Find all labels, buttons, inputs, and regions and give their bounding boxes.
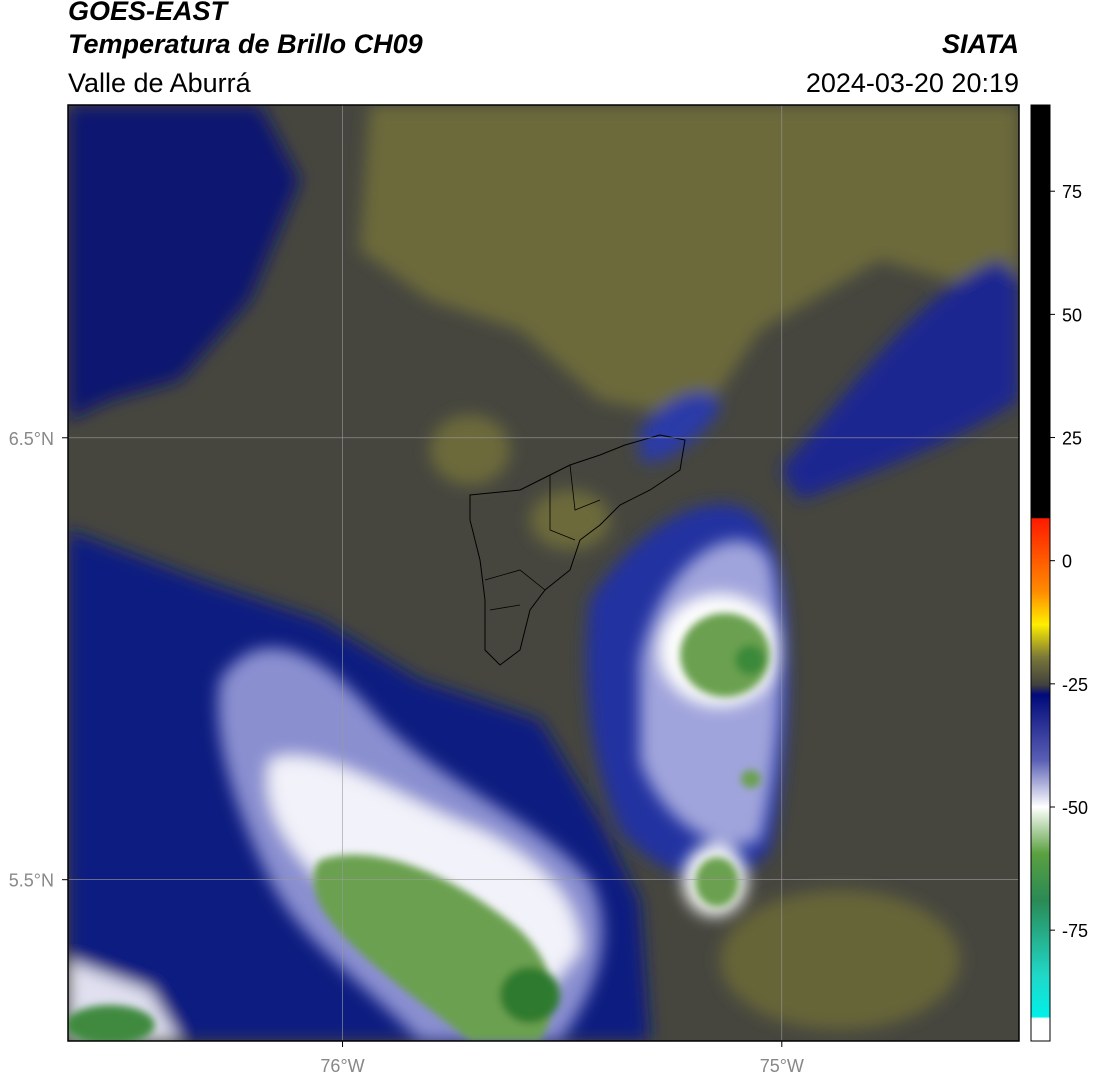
source: SIATA xyxy=(942,29,1019,59)
colorbar-tick-label: 0 xyxy=(1062,552,1072,572)
datetime: 2024-03-20 20:19 xyxy=(806,68,1019,98)
colorbar-tick-label: 25 xyxy=(1062,429,1082,449)
colorbar xyxy=(1030,104,1051,1042)
map-frame xyxy=(67,104,1020,1042)
subtitle: Temperatura de Brillo CH09 xyxy=(68,29,423,59)
region: Valle de Aburrá xyxy=(68,68,252,98)
x-tick-label: 76°W xyxy=(320,1056,364,1076)
colorbar-tick-label: 75 xyxy=(1062,182,1082,202)
grid xyxy=(68,105,1019,1041)
title: GOES-EAST xyxy=(68,0,230,26)
satellite-image xyxy=(68,105,1019,1041)
colorbar-tick-label: -50 xyxy=(1062,798,1088,818)
y-tick-label: 6.5°N xyxy=(9,429,54,449)
x-tick-label: 75°W xyxy=(760,1056,804,1076)
y-tick-label: 5.5°N xyxy=(9,871,54,891)
colorbar-tick-label: -25 xyxy=(1062,675,1088,695)
colorbar-tick-label: -75 xyxy=(1062,921,1088,941)
colorbar-tick-label: 50 xyxy=(1062,305,1082,325)
